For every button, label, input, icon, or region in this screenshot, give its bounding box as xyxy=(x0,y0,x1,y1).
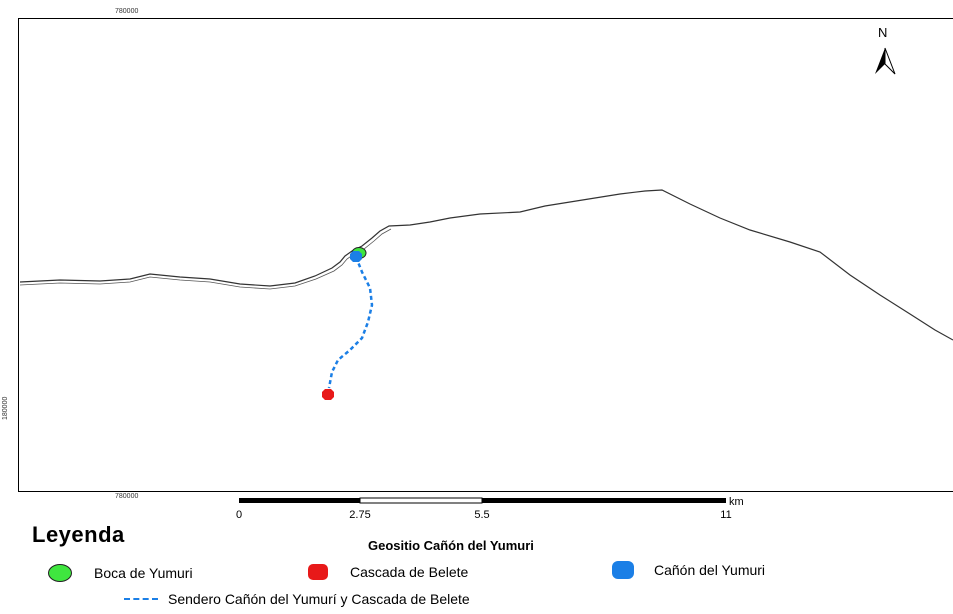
coordinate-label-top: 780000 xyxy=(115,8,139,15)
scale-label-0: 0 xyxy=(235,509,243,521)
scale-label-2-75: 2.75 xyxy=(349,509,371,521)
red-octagon-icon xyxy=(308,564,328,580)
scale-unit: km xyxy=(729,496,744,508)
scale-label-5-5: 5.5 xyxy=(474,509,490,521)
legend-item-sendero: Sendero Cañón del Yumurí y Cascada de Be… xyxy=(124,591,470,607)
legend-label: Boca de Yumuri xyxy=(94,565,193,581)
road-line xyxy=(19,189,953,341)
legend-label: Cascada de Belete xyxy=(350,564,469,580)
north-arrow-icon xyxy=(875,47,896,75)
scale-bar xyxy=(239,497,726,504)
cascada-de-belete-marker[interactable] xyxy=(322,389,334,400)
map-title: Geositio Cañón del Yumuri xyxy=(368,538,534,553)
north-label: N xyxy=(878,25,888,40)
scale-label-11: 11 xyxy=(720,509,732,521)
coordinate-label-bottom: 780000 xyxy=(115,493,139,500)
blue-octagon-icon xyxy=(612,561,634,579)
legend-item-boca-de-yumuri: Boca de Yumuri xyxy=(48,564,193,582)
dashed-line-icon xyxy=(124,598,158,600)
legend-item-cascada-de-belete: Cascada de Belete xyxy=(308,564,468,580)
legend-item-canon-del-yumuri: Cañón del Yumuri xyxy=(612,561,765,579)
legend-title: Leyenda xyxy=(32,522,125,547)
canon-del-yumuri-marker[interactable] xyxy=(350,251,362,262)
green-circle-icon xyxy=(48,564,72,582)
legend-label: Sendero Cañón del Yumurí y Cascada de Be… xyxy=(168,591,470,607)
map-frame xyxy=(18,18,953,492)
trail-path xyxy=(327,256,374,389)
legend-label: Cañón del Yumuri xyxy=(654,562,766,578)
